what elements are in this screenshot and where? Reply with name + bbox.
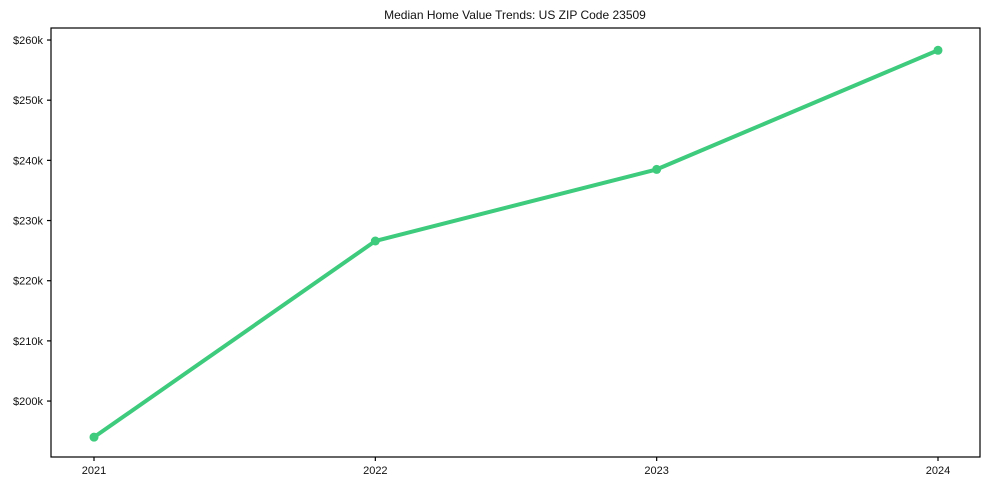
x-tick-label: 2023 [644, 465, 668, 477]
data-point-2022 [370, 236, 380, 246]
plot-border [50, 27, 981, 458]
data-point-2024 [933, 45, 943, 55]
y-tick-label: $240k [13, 155, 43, 167]
x-tick-label: 2022 [363, 465, 387, 477]
series-median-home-value [89, 45, 943, 442]
y-tick-label: $220k [13, 276, 43, 288]
y-tick-label: $200k [13, 396, 43, 408]
y-tick-label: $260k [13, 35, 43, 47]
chart-title: Median Home Value Trends: US ZIP Code 23… [384, 8, 646, 22]
data-point-2023 [652, 164, 662, 174]
x-tick-label: 2024 [926, 465, 950, 477]
y-tick-label: $210k [13, 336, 43, 348]
y-tick-label: $250k [13, 95, 43, 107]
y-tick-label: $230k [13, 216, 43, 228]
x-tick-label: 2021 [82, 465, 106, 477]
trend-line [92, 48, 940, 440]
y-axis: $200k $210k $220k $230k $240k $250k $260k [13, 35, 51, 408]
data-point-2021 [89, 432, 99, 442]
x-axis: 2021 2022 2023 2024 [82, 457, 950, 477]
